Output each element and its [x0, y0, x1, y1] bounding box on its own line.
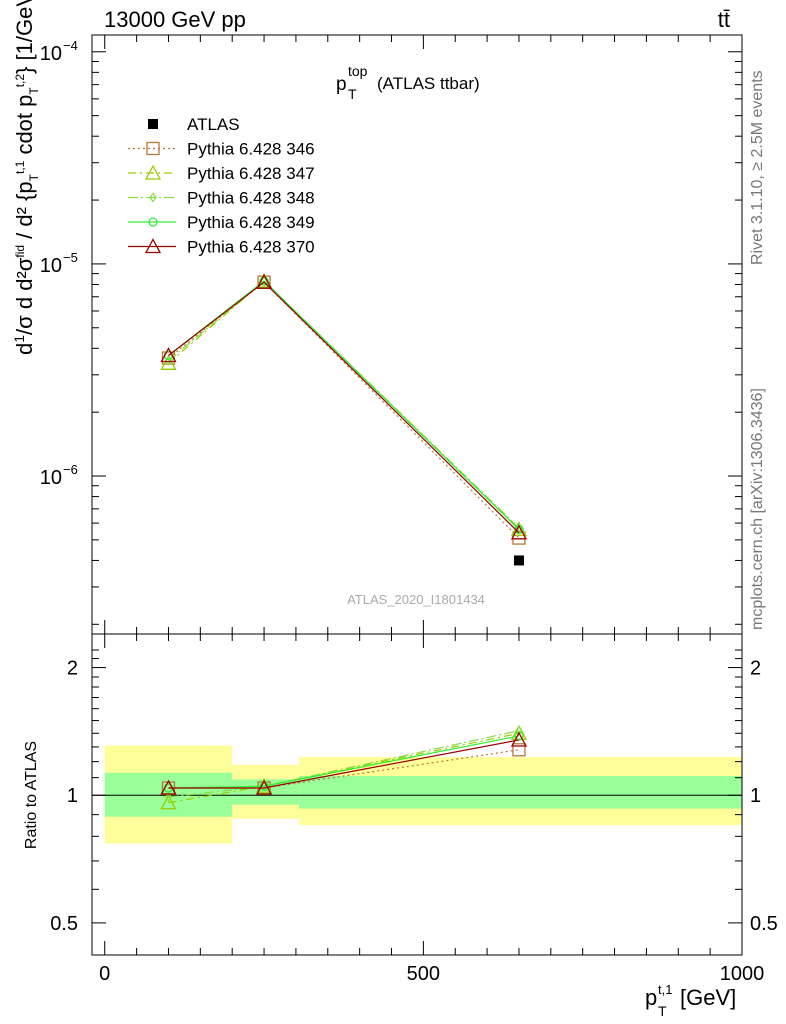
legend-label: Pythia 6.428 348: [187, 189, 315, 208]
legend: ATLAS Pythia 6.428 346 Pythia 6.428 347 Pyt…: [128, 115, 315, 257]
ratio-panel: 0 500 1000 0.5 0.5 1 1 2 2: [50, 633, 778, 985]
title-sup-top: top: [348, 63, 368, 79]
ratio-series-line-4: [168, 739, 520, 789]
title-p: p: [336, 74, 347, 95]
title-sub-T: T: [348, 86, 357, 102]
main-series-line-5: [168, 281, 520, 534]
legend-label: ATLAS: [187, 115, 240, 134]
ratio-ytick-label-right: 2: [750, 658, 761, 680]
ratio-ylabel: Ratio to ATLAS: [23, 741, 40, 849]
main-series-line-2: [168, 280, 520, 530]
header-right: tt̄: [718, 7, 730, 32]
legend-marker: [146, 141, 160, 156]
xlabel-unit: [GeV]: [680, 985, 736, 1010]
main-series-point-5: [510, 524, 528, 540]
legend-marker: [144, 164, 162, 180]
ratio-series-point-0: [512, 743, 526, 757]
ratio-ytick-label: 0.5: [50, 913, 78, 935]
ratio-series-point-2: [164, 792, 173, 803]
inner-band-2: [299, 776, 742, 809]
rivet-label: Rivet 3.1.10, ≥ 2.5M events: [749, 70, 766, 265]
main-series-point-5: [160, 347, 177, 363]
legend-label: Pythia 6.428 346: [187, 140, 315, 159]
xtick-label: 1000: [720, 963, 765, 985]
main-ytick-label: 10: [40, 255, 62, 277]
main-series-line-3: [168, 280, 520, 529]
ratio-series-point-4: [160, 779, 177, 795]
main-ytick-exponent: −4: [63, 38, 78, 53]
ratio-ytick-label-right: 0.5: [750, 913, 778, 935]
ratio-ytick-label-right: 1: [750, 785, 761, 807]
xlabel-p: p: [645, 985, 657, 1010]
main-series-line-4: [168, 280, 520, 530]
main-plot-title: p top T (ATLAS ttbar): [336, 63, 480, 102]
main-series-point-2: [160, 354, 177, 370]
ratio-series-point-1: [160, 794, 177, 810]
main-panel: 10−610−510−4: [40, 34, 743, 635]
legend-marker: [149, 192, 157, 203]
legend-label: Pythia 6.428 370: [187, 238, 315, 257]
main-ylabel: d1/σ d d²σfid / d² {pTt,1 cdot pTt,2} [1…: [11, 0, 41, 355]
main-series-line-1: [168, 281, 520, 539]
ratio-ytick-label: 1: [67, 785, 78, 807]
xtick-label: 500: [407, 963, 440, 985]
main-ytick-label: 10: [40, 467, 62, 489]
main-series-point-4: [259, 276, 269, 286]
header-left: 13000 GeV pp: [104, 7, 246, 32]
xlabel-sub-T: T: [658, 1003, 667, 1019]
legend-marker: [144, 238, 162, 254]
main-ytick-label: 10: [40, 43, 62, 65]
mcplots-label: mcplots.cern.ch [arXiv:1306.3436]: [749, 388, 766, 630]
title-rest: (ATLAS ttbar): [377, 74, 480, 93]
analysis-watermark: ATLAS_2020_I1801434: [347, 592, 485, 607]
legend-marker: [148, 217, 158, 227]
ratio-series-point-4: [510, 731, 528, 747]
xlabel-sup: t,1: [658, 982, 672, 997]
legend-marker-atlas: [148, 119, 158, 129]
legend-label: Pythia 6.428 347: [187, 164, 315, 183]
ratio-ytick-label: 2: [67, 658, 78, 680]
xlabel: p T t,1 [GeV]: [645, 982, 736, 1019]
xtick-label: 0: [99, 963, 110, 985]
main-ytick-exponent: −5: [63, 250, 78, 265]
main-ylabel-text: d1/σ d d²σfid / d² {pTt,1 cdot pTt,2} [1…: [11, 0, 41, 355]
main-atlas-point: [513, 555, 524, 566]
ratio-series-point-4: [255, 779, 273, 795]
legend-label: Pythia 6.428 349: [187, 213, 315, 232]
main-ytick-exponent: −6: [63, 462, 78, 477]
ratio-series-point-2: [515, 725, 523, 736]
ratio-frame: [91, 633, 743, 956]
main-series-point-5: [255, 273, 273, 289]
